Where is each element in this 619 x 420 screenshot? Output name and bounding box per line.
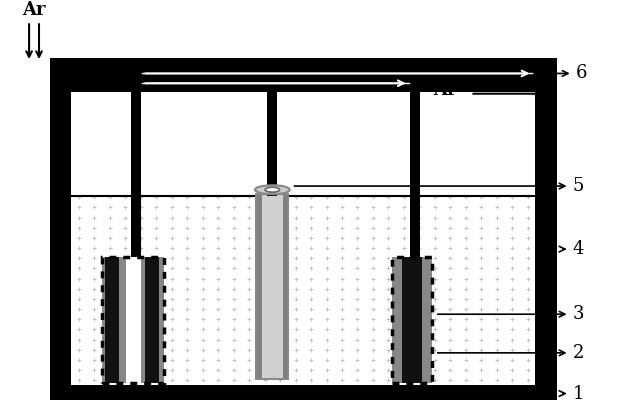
Bar <box>267 58 277 196</box>
Ellipse shape <box>265 187 280 192</box>
Bar <box>535 66 557 400</box>
Text: 4: 4 <box>573 240 584 258</box>
Ellipse shape <box>255 185 290 194</box>
Bar <box>50 66 71 400</box>
Bar <box>102 257 164 383</box>
Bar <box>126 257 141 383</box>
Bar <box>256 194 288 379</box>
Bar <box>50 386 557 400</box>
Bar <box>402 257 422 383</box>
Bar <box>283 194 288 379</box>
Bar <box>102 257 164 383</box>
Text: Ar: Ar <box>433 81 457 100</box>
Text: Ar: Ar <box>22 1 46 19</box>
Text: 1: 1 <box>573 385 584 402</box>
Bar <box>50 66 557 400</box>
Bar <box>256 194 262 379</box>
Text: 3: 3 <box>573 305 584 323</box>
Bar <box>105 257 119 383</box>
Bar <box>256 194 288 379</box>
Bar <box>392 257 431 383</box>
Bar <box>71 92 535 196</box>
Bar <box>392 257 431 383</box>
Bar <box>145 257 159 383</box>
Text: 6: 6 <box>576 64 587 82</box>
Bar <box>50 58 557 92</box>
Bar <box>71 196 535 386</box>
Bar <box>410 58 420 257</box>
Text: 5: 5 <box>573 177 584 195</box>
Bar <box>131 58 141 257</box>
Text: 2: 2 <box>573 344 584 362</box>
